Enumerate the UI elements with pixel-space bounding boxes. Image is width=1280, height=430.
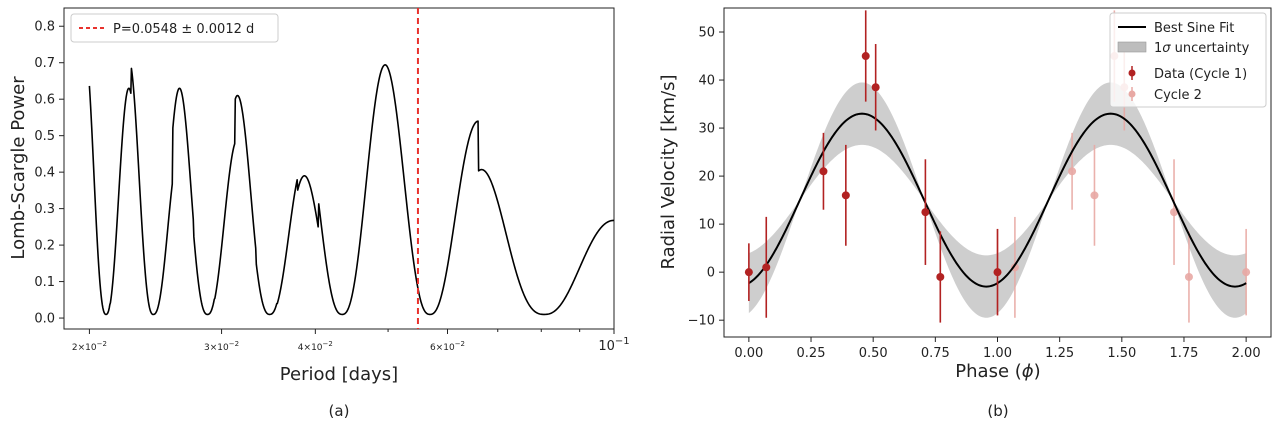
panel-a-y-tick-label: 0.5 (34, 129, 55, 144)
panel-a-y-tick-label: 0.4 (34, 166, 55, 181)
panel-b-x-tick-label: 0.75 (921, 346, 950, 361)
panel-b-legend-band-label: 1σ uncertainty (1154, 41, 1250, 56)
panel-b-y-ticks: −10 0 10 20 30 40 50 (688, 26, 724, 329)
data-point (1090, 191, 1099, 200)
panel-b-cycle2-points (993, 10, 1251, 323)
panel-b-x-tick-label: 0.00 (734, 346, 763, 361)
data-point (1184, 272, 1193, 281)
panel-b-legend-cycle1-marker (1128, 69, 1136, 77)
data-point (921, 208, 930, 217)
panel-a-series (88, 64, 615, 316)
panel-b-x-tick-label: 2.00 (1232, 346, 1261, 361)
data-point (871, 83, 880, 92)
panel-a-y-tick-label: 0.0 (34, 312, 55, 327)
data-point (762, 263, 771, 272)
panel-b-legend-band-swatch (1117, 41, 1147, 53)
panel-b-cycle1-points (744, 10, 1002, 323)
data-point (1068, 167, 1077, 176)
panel-a-y-tick-label: 0.3 (34, 202, 55, 217)
panel-b-x-axis-label: Phase (ϕ) (955, 361, 1040, 382)
panel-a-legend: P=0.0548 ± 0.0012 d (70, 13, 279, 43)
panel-a-y-axis-label: Lomb-Scargle Power (8, 76, 29, 260)
data-point (1170, 208, 1179, 217)
panel-b-radial-velocity: −10 0 10 20 30 40 50 0.00 0.25 0.50 0.75 1.00 1.25 1… (658, 7, 1272, 420)
panel-b-legend-cycle2-marker (1128, 90, 1136, 98)
panel-a-y-tick-label: 0.6 (34, 93, 55, 108)
panel-a-x-tick-label: 2×10−2 (72, 340, 107, 353)
panel-a-axes-frame (63, 7, 615, 330)
panel-b-legend-cycle1-label: Data (Cycle 1) (1154, 67, 1247, 82)
panel-a-x-ticks: 2×10−2 3×10−2 4×10−2 6×10−2 10−1 (72, 329, 630, 354)
panel-a-x-tick-label: 4×10−2 (298, 340, 333, 353)
panel-b-x-tick-label: 0.25 (797, 346, 826, 361)
panel-b-y-tick-label: 10 (698, 218, 715, 233)
panel-a-y-tick-label: 0.1 (34, 275, 55, 290)
data-point (1242, 268, 1251, 277)
panel-b-y-tick-label: 20 (698, 170, 715, 185)
data-point (993, 268, 1002, 277)
panel-b-x-tick-label: 1.25 (1045, 346, 1074, 361)
panel-b-x-tick-label: 1.50 (1107, 346, 1136, 361)
panel-a-periodogram: 0.0 0.1 0.2 0.3 0.4 0.5 0.6 0.7 0.8 2×10−2 3×10−2… (8, 7, 630, 420)
panel-a-periodogram-line (88, 64, 615, 316)
panel-b-x-tick-label: 0.50 (859, 346, 888, 361)
panel-b-uncertainty-area (748, 82, 1247, 318)
panel-a-y-tick-label: 0.2 (34, 239, 55, 254)
panel-a-x-tick-label: 6×10−2 (430, 340, 465, 353)
panel-a-y-tick-label: 0.7 (34, 56, 55, 71)
panel-b-legend-cycle2-label: Cycle 2 (1154, 88, 1202, 103)
panel-b-x-ticks: 0.00 0.25 0.50 0.75 1.00 1.25 1.50 1.75 2.00 (734, 337, 1261, 361)
panel-b-y-tick-label: 0 (707, 266, 715, 281)
data-point (819, 167, 828, 176)
panel-a-legend-box (70, 13, 279, 43)
panel-b-uncertainty-band (748, 82, 1247, 318)
data-point (936, 272, 945, 281)
panel-b-y-tick-label: −10 (688, 314, 715, 329)
panel-b-y-tick-label: 50 (698, 26, 715, 41)
panel-a-x-axis-label: Period [days] (280, 364, 398, 385)
panel-b-legend-box (1109, 12, 1267, 108)
panel-a-legend-label: P=0.0548 ± 0.0012 d (113, 22, 254, 37)
data-point (861, 52, 870, 61)
panel-a-caption: (a) (329, 402, 350, 420)
panel-b-y-tick-label: 40 (698, 74, 715, 89)
panel-a-y-ticks: 0.0 0.1 0.2 0.3 0.4 0.5 0.6 0.7 0.8 (34, 20, 64, 327)
data-point (841, 191, 850, 200)
panel-a-x-tick-label: 3×10−2 (204, 340, 239, 353)
panel-b-y-axis-label: Radial Velocity [km/s] (658, 74, 679, 269)
panel-b-legend-fit-label: Best Sine Fit (1154, 21, 1234, 36)
panel-b-legend: Best Sine Fit 1σ uncertainty Data (Cycle… (1109, 12, 1267, 108)
panel-a-x-tick-label: 10−1 (598, 336, 629, 354)
data-point (744, 268, 753, 277)
panel-b-x-tick-label: 1.00 (983, 346, 1012, 361)
panel-a-y-tick-label: 0.8 (34, 20, 55, 35)
panel-b-caption: (b) (987, 402, 1008, 420)
panel-b-x-tick-label: 1.75 (1170, 346, 1199, 361)
panel-b-y-tick-label: 30 (698, 122, 715, 137)
